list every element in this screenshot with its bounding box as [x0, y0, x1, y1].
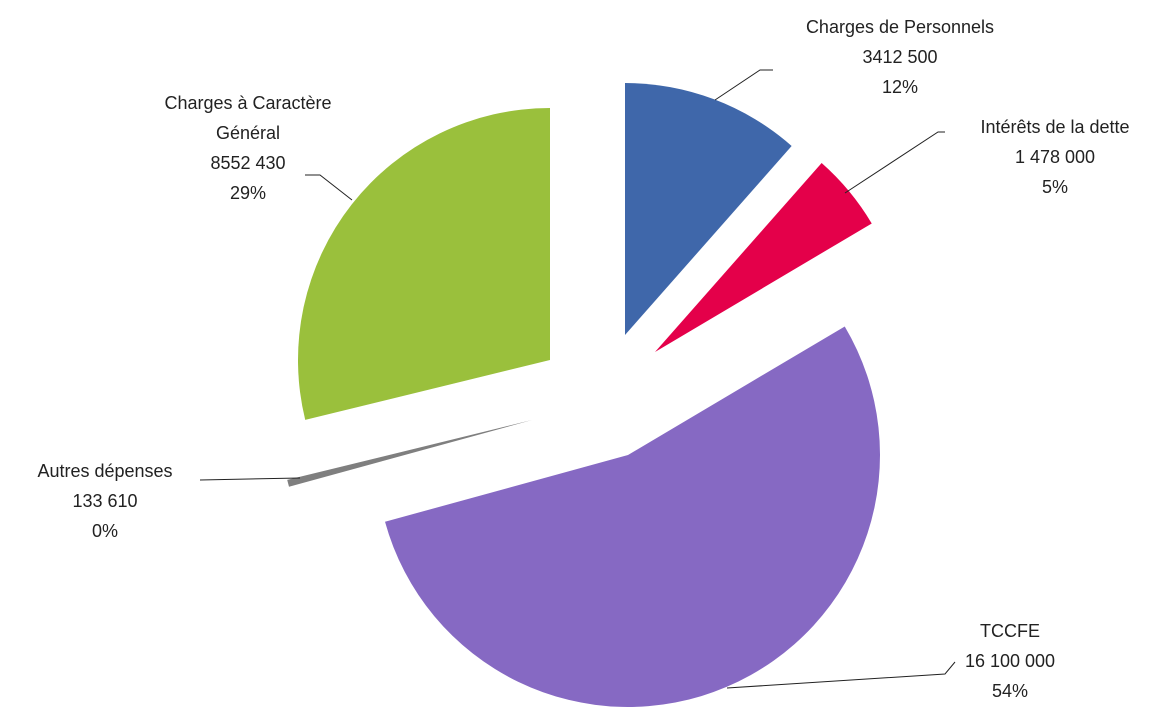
value-label: 1 478 000	[1015, 147, 1095, 167]
leader-line	[714, 69, 773, 101]
percent-label: 29%	[230, 183, 266, 203]
leader-line	[199, 477, 301, 481]
slice-label: Intérêts de la dette	[980, 117, 1129, 137]
leader-line	[726, 661, 956, 689]
percent-label: 54%	[992, 681, 1028, 701]
leader-line	[844, 131, 945, 194]
pie-slice	[385, 326, 880, 707]
percent-label: 5%	[1042, 177, 1068, 197]
slice-label: Charges de Personnels	[806, 17, 994, 37]
percent-label: 0%	[92, 521, 118, 541]
pie-slice	[297, 108, 550, 420]
slice-label: Général	[216, 123, 280, 143]
pie-slice	[625, 83, 792, 335]
percent-label: 12%	[882, 77, 918, 97]
leader-line	[305, 174, 353, 201]
value-label: 16 100 000	[965, 651, 1055, 671]
slice-label: TCCFE	[980, 621, 1040, 641]
slice-label: Autres dépenses	[37, 461, 172, 481]
pie-slice	[287, 420, 532, 487]
value-label: 3412 500	[862, 47, 937, 67]
pie-slice	[655, 162, 872, 352]
value-label: 133 610	[72, 491, 137, 511]
value-label: 8552 430	[210, 153, 285, 173]
slice-label: Charges à Caractère	[164, 93, 331, 113]
